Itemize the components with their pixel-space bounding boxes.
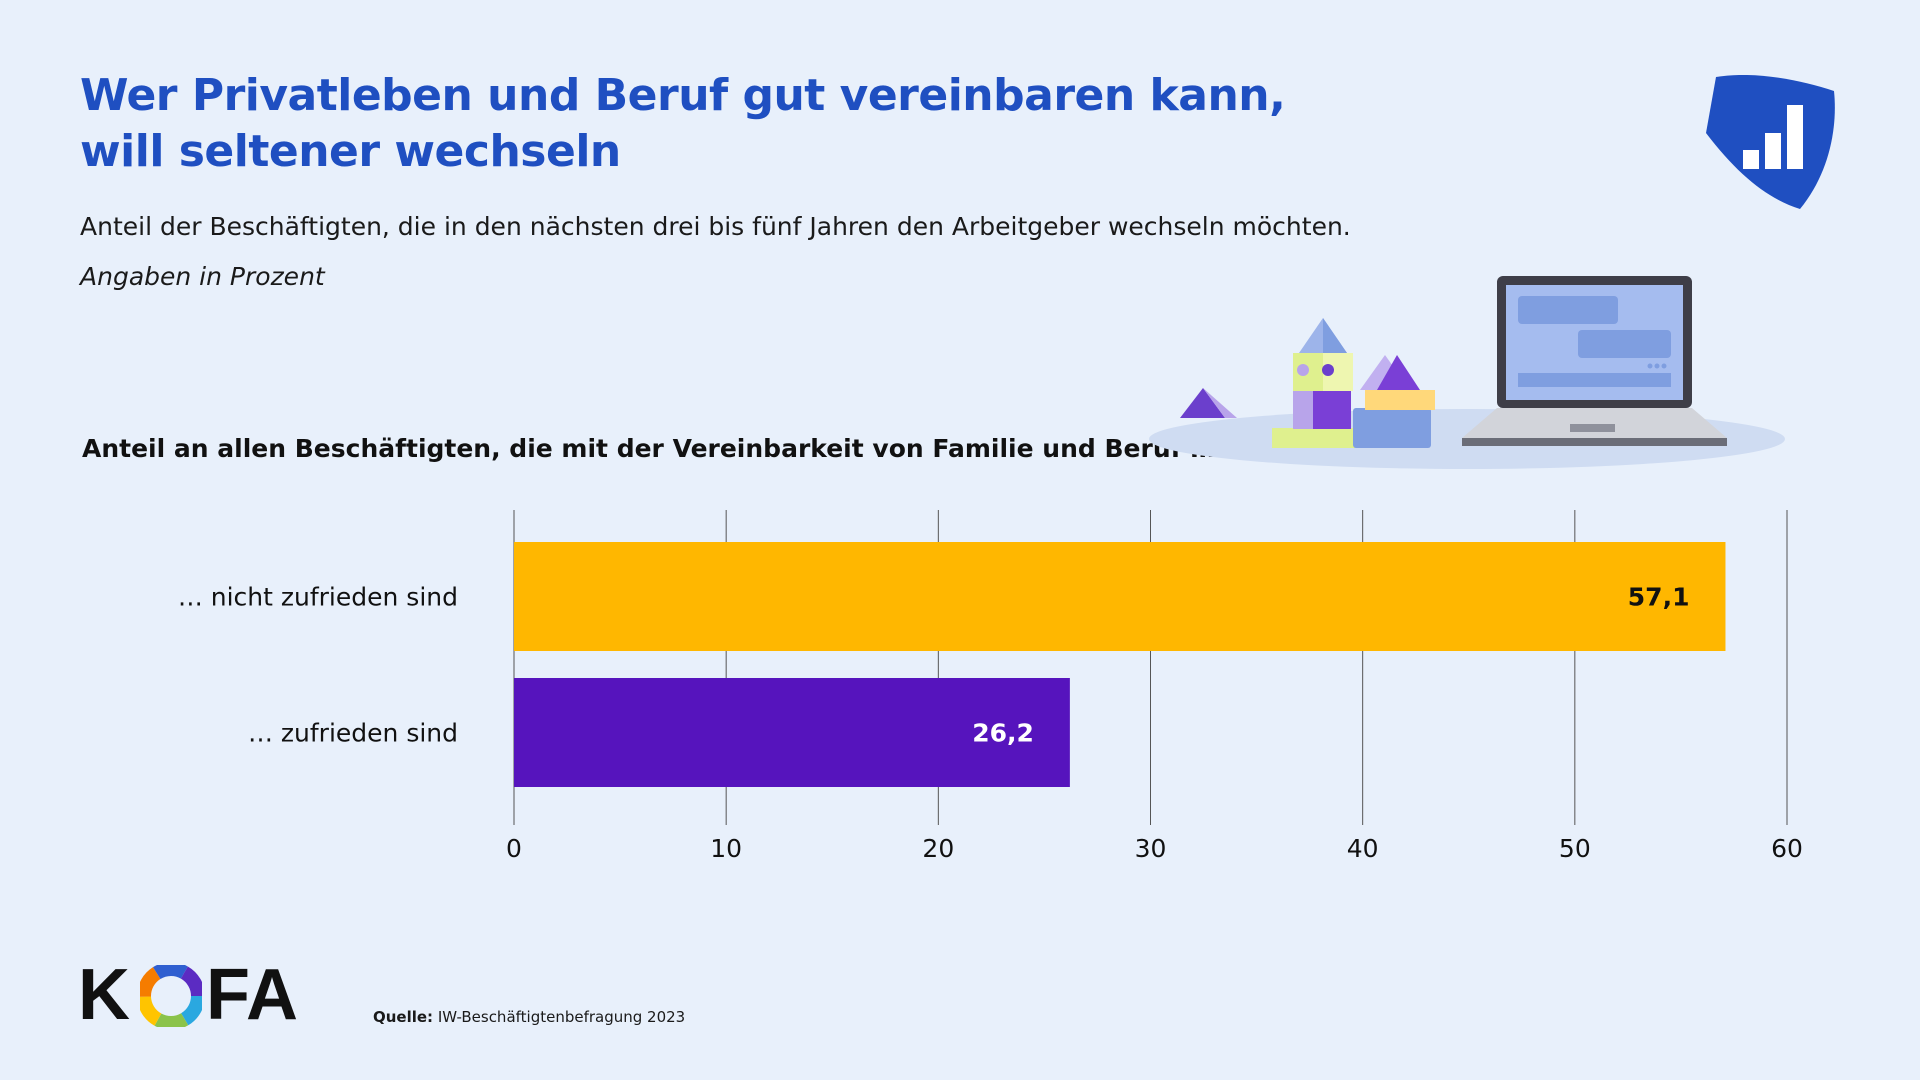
bar-chart: 0 10 20 30 40 50 60 … nicht zufrieden sind 57,1 ……: [178, 510, 1803, 864]
x-tick-label: 20: [922, 834, 954, 863]
category-label: … zufrieden sind: [248, 719, 458, 748]
unit-note: Angaben in Prozent: [80, 262, 325, 291]
bars: [514, 542, 1726, 787]
category-label: … nicht zufrieden sind: [178, 583, 458, 612]
kofa-logo: K FA: [78, 955, 299, 1035]
bar-chart-shield-icon: [1706, 75, 1835, 209]
labels: 0 10 20 30 40 50 60 … nicht zufrieden sind 57,1 ……: [178, 583, 1803, 864]
x-tick-label: 30: [1135, 834, 1167, 863]
x-tick-label: 40: [1347, 834, 1379, 863]
source-label: Quelle:: [373, 1008, 434, 1026]
x-tick-label: 0: [506, 834, 522, 863]
toy-blocks-and-laptop-illustration: [1149, 276, 1785, 469]
x-tick-label: 10: [710, 834, 742, 863]
bar-1: [514, 678, 1070, 787]
source-text: IW-Beschäftigtenbefragung 2023: [433, 1008, 686, 1026]
logo-text-k: K: [78, 955, 130, 1035]
chart-heading: Anteil an allen Beschäftigten, die mit d…: [82, 434, 1216, 463]
value-label: 57,1: [1628, 583, 1690, 612]
x-tick-label: 50: [1559, 834, 1591, 863]
bar-0: [514, 542, 1726, 651]
chart-subtitle: Anteil der Beschäftigten, die in den näc…: [80, 212, 1351, 241]
aperture-icon: [140, 965, 202, 1027]
value-label: 26,2: [972, 719, 1034, 748]
source-note: Quelle: IW-Beschäftigtenbefragung 2023: [373, 1008, 685, 1026]
chart-title: Wer Privatleben und Beruf gut vereinbare…: [80, 70, 1286, 177]
logo-text-fa: FA: [206, 955, 299, 1035]
x-tick-label: 60: [1771, 834, 1803, 863]
